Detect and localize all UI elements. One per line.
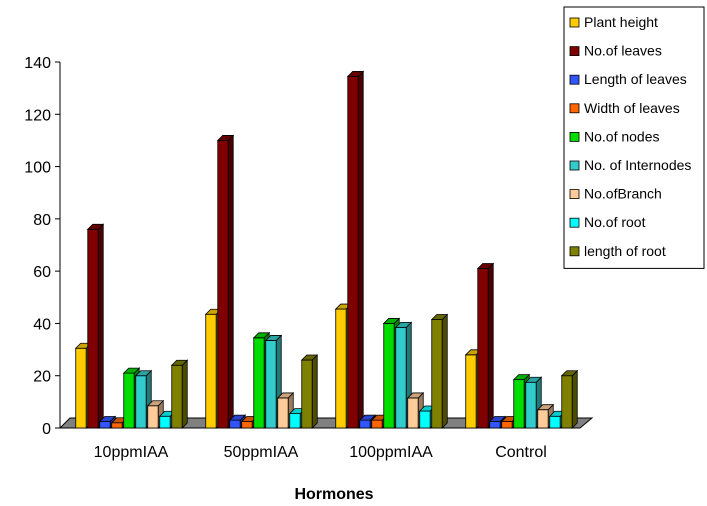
legend-swatch (569, 189, 580, 200)
legend-label: No.ofBranch (584, 186, 662, 202)
legend-label: Plant height (584, 14, 658, 30)
x-category-label: 10ppmIAA (94, 444, 169, 461)
legend: Plant height No.of leaves Length of leaves… (563, 6, 705, 269)
y-tick-label: 0 (42, 421, 51, 438)
x-category-label: 100ppmIAA (349, 444, 433, 461)
legend-item: length of root (569, 243, 666, 259)
bar (86, 223, 105, 429)
bar (346, 70, 365, 429)
bars (74, 70, 579, 429)
legend-label: No. of Internodes (584, 157, 691, 173)
legend-box (563, 6, 705, 269)
x-axis-categories: 10ppmIAA 50ppmIAA 100ppmIAA Control (94, 444, 547, 461)
legend-swatch (569, 131, 580, 142)
bar (430, 313, 449, 429)
legend-swatch (569, 17, 580, 28)
legend-label: No.of root (584, 214, 646, 230)
y-tick-label: 60 (33, 264, 51, 281)
legend-item: No.of nodes (569, 128, 660, 144)
legend-label: No.of leaves (584, 43, 662, 59)
y-tick-label: 100 (24, 160, 51, 177)
legend-swatch (569, 103, 580, 114)
legend-item: Width of leaves (569, 100, 680, 116)
bar (216, 134, 235, 429)
x-axis-label: Hormones (294, 486, 373, 503)
legend-swatch (569, 217, 580, 228)
legend-swatch (569, 160, 580, 171)
legend-item: No.of root (569, 214, 646, 230)
y-tick-label: 40 (33, 316, 51, 333)
y-tick-label: 20 (33, 369, 51, 386)
legend-swatch (569, 74, 580, 85)
bar (170, 359, 189, 429)
x-category-label: 50ppmIAA (224, 444, 299, 461)
legend-item: No. of Internodes (569, 157, 691, 173)
legend-swatch (569, 46, 580, 56)
x-category-label: Control (495, 444, 547, 461)
legend-item: No.ofBranch (569, 186, 662, 202)
legend-label: length of root (584, 243, 666, 259)
legend-item: Length of leaves (569, 71, 687, 87)
bar (476, 262, 495, 429)
legend-item: Plant height (569, 14, 658, 30)
legend-label: Length of leaves (584, 71, 687, 87)
legend-swatch (569, 246, 580, 257)
y-tick-label: 80 (33, 212, 51, 229)
y-tick-label: 120 (24, 107, 51, 124)
y-axis-ticks: 0 20 40 60 80 100 120 140 (24, 55, 60, 438)
legend-label: No.of nodes (584, 128, 660, 144)
legend-item: No.of leaves (569, 43, 662, 59)
bar (300, 354, 319, 429)
legend-label: Width of leaves (584, 100, 680, 116)
bar (560, 369, 579, 429)
bar (524, 376, 543, 429)
y-tick-label: 140 (24, 55, 51, 72)
